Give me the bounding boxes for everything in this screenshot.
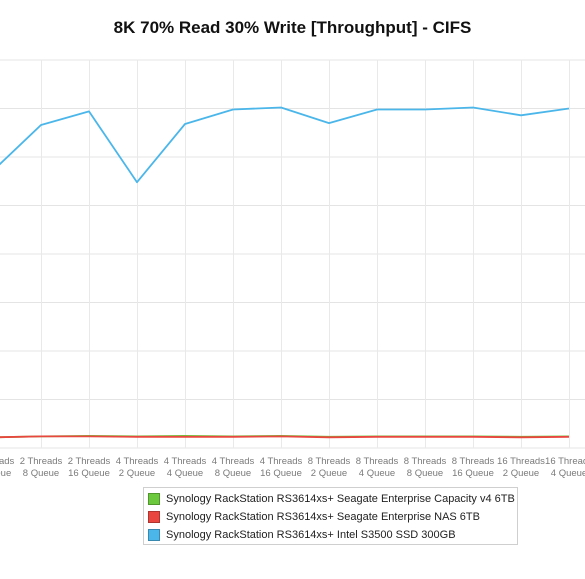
- x-tick-label: 4 Queue: [0, 468, 11, 479]
- legend-label: Synology RackStation RS3614xs+ Seagate E…: [166, 493, 515, 505]
- x-tick-label: 8 Queue: [23, 468, 59, 479]
- legend-swatch: [148, 511, 160, 523]
- x-tick-label: 16 Threads: [545, 456, 585, 467]
- x-tick-label: 4 Threads: [260, 456, 303, 467]
- legend-item: Synology RackStation RS3614xs+ Seagate E…: [148, 509, 480, 525]
- legend-label: Synology RackStation RS3614xs+ Seagate E…: [166, 511, 480, 523]
- x-tick-label: 4 Queue: [359, 468, 395, 479]
- series-line-1: [0, 435, 570, 439]
- x-tick-label: 16 Queue: [260, 468, 302, 479]
- x-tick-label: 4 Threads: [212, 456, 255, 467]
- x-tick-label: 2 Queue: [311, 468, 347, 479]
- x-tick-label: 16 Queue: [68, 468, 110, 479]
- x-tick-label: 2 Queue: [503, 468, 539, 479]
- x-tick-label: 4 Queue: [167, 468, 203, 479]
- x-tick-label: 2 Threads: [0, 456, 15, 467]
- x-tick-label: 8 Threads: [308, 456, 351, 467]
- x-tick-label: 8 Threads: [452, 456, 495, 467]
- x-tick-label: 16 Threads: [497, 456, 545, 467]
- legend-item: Synology RackStation RS3614xs+ Seagate E…: [148, 491, 515, 507]
- x-tick-label: 8 Threads: [356, 456, 399, 467]
- x-tick-label: 8 Queue: [215, 468, 251, 479]
- x-tick-label: 2 Queue: [119, 468, 155, 479]
- x-tick-label: 4 Threads: [164, 456, 207, 467]
- legend-label: Synology RackStation RS3614xs+ Intel S35…: [166, 529, 456, 541]
- x-tick-label: 4 Threads: [116, 456, 159, 467]
- legend-swatch: [148, 529, 160, 541]
- x-tick-label: 2 Threads: [20, 456, 63, 467]
- x-tick-label: 4 Queue: [551, 468, 585, 479]
- x-tick-label: 2 Threads: [68, 456, 111, 467]
- legend-swatch: [148, 493, 160, 505]
- legend-item: Synology RackStation RS3614xs+ Intel S35…: [148, 527, 456, 543]
- x-tick-label: 16 Queue: [452, 468, 494, 479]
- x-tick-label: 8 Threads: [404, 456, 447, 467]
- chart-legend: Synology RackStation RS3614xs+ Seagate E…: [143, 487, 518, 545]
- series-line-2: [0, 106, 570, 184]
- x-tick-label: 8 Queue: [407, 468, 443, 479]
- chart-title: 8K 70% Read 30% Write [Throughput] - CIF…: [113, 18, 472, 37]
